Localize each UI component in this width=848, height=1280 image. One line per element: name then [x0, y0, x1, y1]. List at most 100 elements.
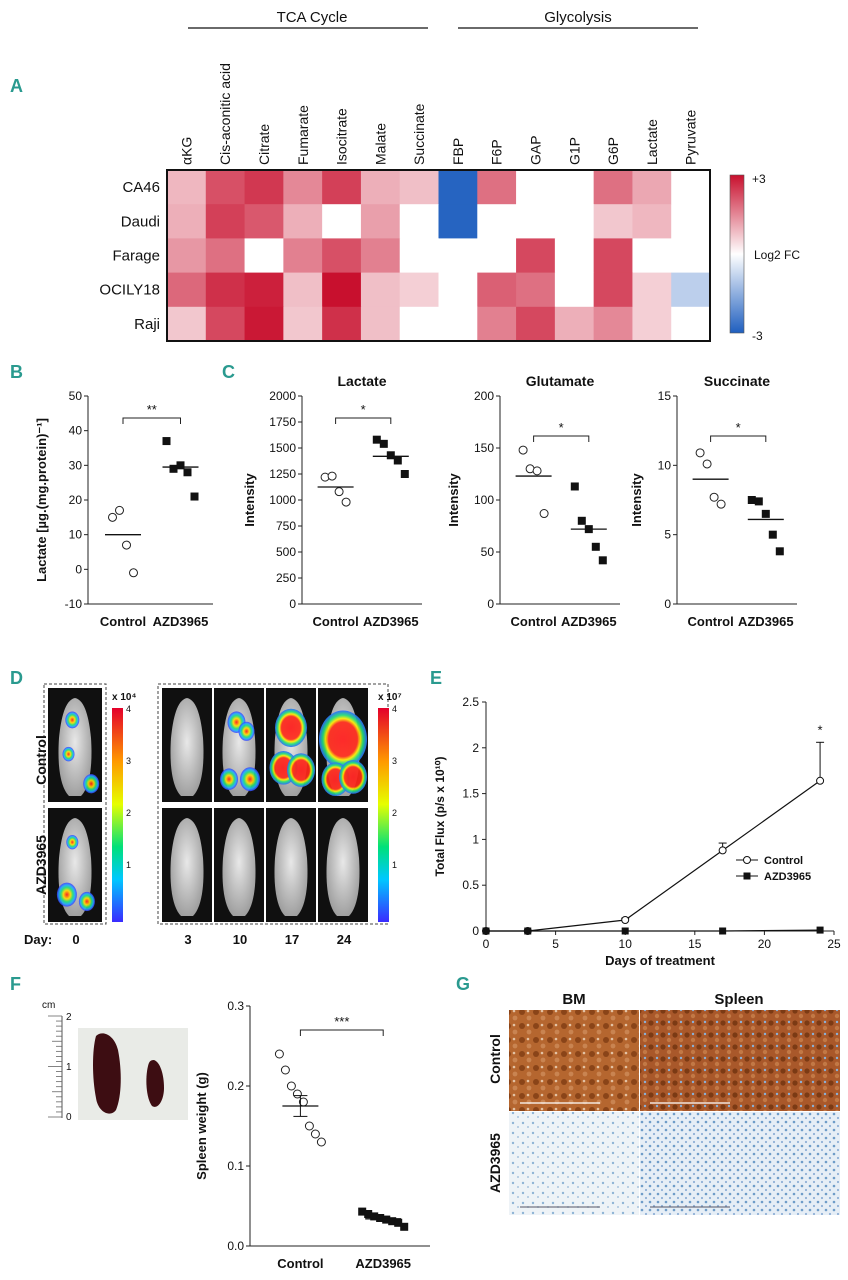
heatmap-cell-raji-cis-aconitic-acid [205, 306, 246, 342]
imaging-day0-frame [43, 683, 107, 925]
point-azd3965 [768, 530, 777, 539]
heatmap-cell-ocily18-fumarate [283, 272, 323, 308]
panel-label-f: F [10, 974, 21, 994]
y-tick-label: 200 [474, 389, 494, 403]
point-azd3965 [386, 451, 395, 460]
day-value-3: 3 [184, 932, 191, 947]
heatmap-cell-daudi-fumarate [283, 204, 323, 239]
x-tick-label: 0 [483, 937, 490, 951]
y-axis-label: Intensity [629, 473, 644, 527]
heatmap-cell-ocily18-malate [360, 272, 401, 308]
y-tick-label: 40 [69, 424, 83, 438]
point-azd3965 [183, 468, 192, 477]
heatmap-col-label-succinate: Succinate [411, 103, 427, 165]
point-azd3965 [358, 1207, 367, 1216]
chart-c-succinate: 0 5 10 15 Succinate Intensity Control AZD3965 * [629, 373, 797, 629]
heatmap-cell-farage-citrate [244, 238, 284, 274]
y-tick-label: 0.2 [227, 1079, 244, 1093]
point-control [539, 509, 549, 519]
heatmap-cell-ocily18-g6p [593, 272, 633, 308]
x-label-control: Control [687, 614, 733, 629]
mouse-body-azd-2 [222, 818, 256, 916]
heatmap-col-label-gap: GAP [527, 135, 543, 165]
ruler-ticks [48, 1015, 62, 1118]
point-azd3965 [775, 547, 784, 556]
heatmap-cell-ca46-g1p [554, 170, 595, 205]
heatmap-cell-ca46-lactate [632, 170, 672, 205]
x-label-azd3965: AZD3965 [561, 614, 617, 629]
chart-c-glutamate: 0 50 100 150 200 Glutamate Intensity Control AZD… [446, 373, 620, 629]
heatmap-cell-ca46-malate [360, 170, 401, 205]
heatmap-cells [167, 170, 711, 342]
y-tick-label: 10 [69, 528, 83, 542]
ihc-control-spleen [640, 1010, 840, 1111]
point-control [621, 916, 630, 925]
heatmap-cell-raji-fumarate [283, 306, 323, 342]
day-label: Day: [24, 932, 52, 947]
heatmap-cell-ca46-g6p [593, 170, 633, 205]
point-control [280, 1065, 290, 1075]
x-label-control: Control [312, 614, 358, 629]
heatmap-cell-daudi-pyruvate [671, 204, 711, 239]
heatmap-cell-raji-lactate [632, 306, 672, 342]
y-tick-label: 0 [664, 597, 671, 611]
heatmap-cell-farage-fumarate [283, 238, 323, 274]
mouse-images [48, 688, 368, 922]
y-axis-label: Spleen weight (g) [194, 1072, 209, 1180]
significance-stars: * [559, 420, 564, 435]
day-value-10: 10 [233, 932, 247, 947]
significance-stars: * [818, 722, 823, 737]
colorbar1-tick: 4 [126, 704, 131, 714]
heatmap-col-label-fumarate: Fumarate [295, 105, 311, 165]
heatmap-col-label-lactate: Lactate [644, 119, 660, 165]
heatmap-cell-ocily18-g1p [554, 272, 595, 308]
heatmap-cell-ca46-pyruvate [671, 170, 711, 205]
significance-bracket [533, 435, 590, 442]
chart-c-lactate: 0 250 500 750 1000 1250 1500 1750 2000 Lactate Int… [242, 373, 422, 629]
heatmap-cell-ocily18-f6p [477, 272, 517, 308]
x-label-azd3965: AZD3965 [738, 614, 794, 629]
group-label-tca: TCA Cycle [277, 9, 348, 26]
heatmap-cell-raji-pyruvate [671, 306, 711, 342]
colorbar2-tick: 3 [392, 756, 397, 766]
point-azd3965 [162, 437, 171, 446]
y-tick-label: 250 [276, 571, 296, 585]
significance-stars: ** [147, 402, 157, 417]
point-control [702, 459, 712, 469]
x-axis-label: Days of treatment [605, 953, 715, 968]
ruler-label-1: 1 [66, 1062, 72, 1073]
y-tick-label: 0 [487, 597, 494, 611]
colorbar1-tick: 2 [126, 808, 131, 818]
y-tick-label: -10 [65, 597, 83, 611]
colorbar2-tick: 2 [392, 808, 397, 818]
heatmap-frame [166, 169, 711, 342]
heatmap-cell-ca46-f6p [477, 170, 517, 205]
heatmap-col-label-fbp: FBP [450, 138, 466, 165]
y-tick-label: 50 [481, 545, 495, 559]
day-value-17: 17 [285, 932, 299, 947]
heatmap-cell-ocily18-isocitrate [322, 272, 362, 308]
imaging-scale-2: x 10⁷ [378, 692, 402, 703]
heatmap-cell-raji-malate [360, 306, 401, 342]
point-azd3965 [372, 435, 381, 444]
y-tick-label: 100 [474, 493, 494, 507]
x-tick-label: 10 [619, 937, 633, 951]
heatmap-row-label-ca46: CA46 [122, 179, 160, 196]
heatmap-col-label-g1p: G1P [566, 137, 582, 165]
y-tick-label: 5 [664, 528, 671, 542]
point-azd3965 [379, 439, 388, 448]
mouse-body-azd-1 [170, 818, 204, 916]
significance-bracket [710, 435, 767, 442]
heatmap-cell-daudi-g6p [593, 204, 633, 239]
chart-b-lactate: -10 0 10 20 30 40 50 Lactate [µg.(mg.protein)⁻¹… [34, 389, 213, 629]
y-tick-label: 150 [474, 441, 494, 455]
point-control [532, 466, 542, 476]
day-value-0: 0 [72, 932, 79, 947]
point-control [129, 568, 138, 578]
point-azd3965 [719, 927, 727, 935]
legend-label-control: Control [764, 855, 803, 867]
point-azd3965 [169, 464, 178, 473]
tumor-signal-4-2 [339, 760, 367, 794]
ihc-row-control: Control [487, 1034, 503, 1084]
x-tick-label: 20 [758, 937, 772, 951]
